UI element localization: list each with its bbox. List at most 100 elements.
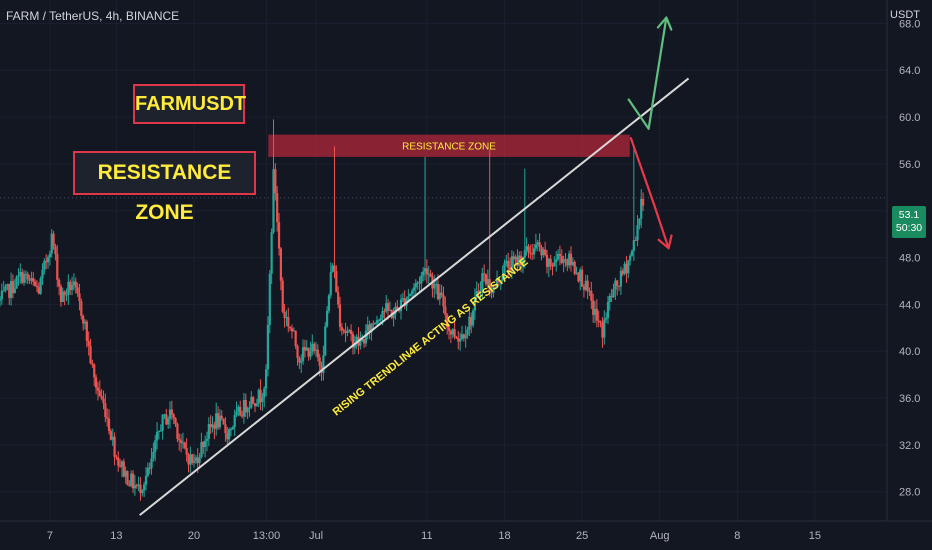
candle-body (259, 389, 262, 403)
candle-body (50, 233, 53, 254)
candle-body (573, 261, 576, 274)
candle-body (605, 317, 608, 320)
candle-body (586, 280, 589, 292)
time-tick-label: 8 (734, 530, 740, 542)
candle-body (274, 169, 277, 194)
candle-body (82, 315, 85, 324)
candle-body (612, 289, 615, 298)
price-tick-label: 48.0 (899, 253, 920, 265)
bearish-arrow-path (629, 137, 670, 250)
candle-body (161, 414, 164, 431)
candle-body (316, 349, 319, 358)
price-tick-label: 36.0 (899, 393, 920, 405)
candle-body (263, 388, 266, 398)
candle-body (318, 357, 321, 366)
candle-body (499, 280, 502, 282)
candle-body (398, 308, 401, 312)
candle-body (324, 326, 327, 356)
candle-body (205, 438, 209, 441)
candle-body (120, 461, 124, 467)
candle-body (616, 280, 619, 286)
candle-body (117, 457, 120, 466)
candle-body (229, 429, 233, 431)
candle-body (76, 287, 79, 294)
candle-body (2, 290, 5, 292)
time-tick-label: 13 (110, 530, 122, 542)
time-axis[interactable]: 7 13 20 13:00 Jul 11 18 25 Aug 8 15 (47, 530, 821, 542)
candle-body (34, 281, 37, 286)
candle-body (307, 347, 310, 357)
time-tick-label: 7 (47, 530, 53, 542)
candle-body (422, 271, 425, 276)
candle-body (503, 263, 506, 276)
candle-body (368, 324, 371, 333)
candle-body (46, 257, 50, 263)
candle-body (39, 278, 42, 294)
candle-body (314, 349, 318, 351)
candle-body (83, 321, 87, 324)
candle-body (486, 279, 489, 285)
candle-body (194, 457, 197, 461)
candle-body (568, 253, 571, 266)
symbol-header[interactable]: FARM / TetherUS, 4h, BINANCE (6, 9, 180, 23)
candle-body (527, 246, 530, 253)
candle-body (150, 458, 153, 469)
candle-body (128, 485, 131, 487)
time-tick-label: 13:00 (253, 530, 281, 542)
candle-body (226, 433, 229, 440)
candle-body (233, 415, 236, 428)
candle-body (375, 320, 379, 324)
candle-body (551, 265, 554, 267)
candle-body (211, 424, 214, 428)
time-tick-label: 18 (498, 530, 510, 542)
candle-body (606, 301, 610, 318)
candle-body (126, 471, 129, 486)
candle-body (67, 281, 70, 295)
candle-body (287, 317, 290, 327)
candle-body (244, 399, 247, 413)
candle-body (588, 290, 591, 292)
candle-body (176, 424, 179, 439)
candle-body (346, 331, 349, 333)
candle-body (466, 329, 469, 336)
candle-body (181, 442, 185, 444)
candle-body (272, 169, 275, 233)
price-axis[interactable]: 28.032.036.040.044.048.052.056.060.064.0… (899, 18, 920, 498)
candle-body (168, 409, 172, 419)
candle-body (420, 275, 423, 284)
candle-body (155, 431, 159, 441)
candle-body (370, 323, 373, 333)
candle-body (281, 280, 284, 312)
candle-body (468, 316, 471, 330)
candle-body (107, 418, 111, 432)
candle-body (556, 253, 560, 260)
candle-body (283, 311, 286, 318)
candle-body (532, 248, 536, 255)
candle-body (268, 273, 271, 326)
candle-body (87, 341, 90, 346)
candle-body (289, 326, 292, 329)
candle-body (379, 317, 382, 320)
candle-body (388, 309, 392, 311)
candle-body (623, 263, 626, 275)
candle-body (248, 407, 251, 409)
candle-body (362, 339, 366, 344)
candle-body (6, 284, 9, 287)
candle-body (529, 252, 532, 254)
time-tick-label: 11 (421, 530, 432, 542)
candle-body (152, 451, 155, 459)
candle-body (48, 253, 51, 258)
candle-body (261, 397, 264, 403)
candle-body (242, 399, 246, 417)
title-label-box: FARMUSDT (133, 84, 246, 124)
candle-body (593, 308, 597, 315)
candle-body (45, 260, 48, 263)
candle-body (619, 270, 622, 287)
candle-body (386, 303, 390, 311)
resistance-zone: RESISTANCE ZONE (268, 134, 630, 157)
candle-body (340, 327, 343, 331)
time-tick-label: 15 (809, 530, 821, 542)
candle-body (518, 255, 521, 266)
candle-body (418, 282, 421, 284)
